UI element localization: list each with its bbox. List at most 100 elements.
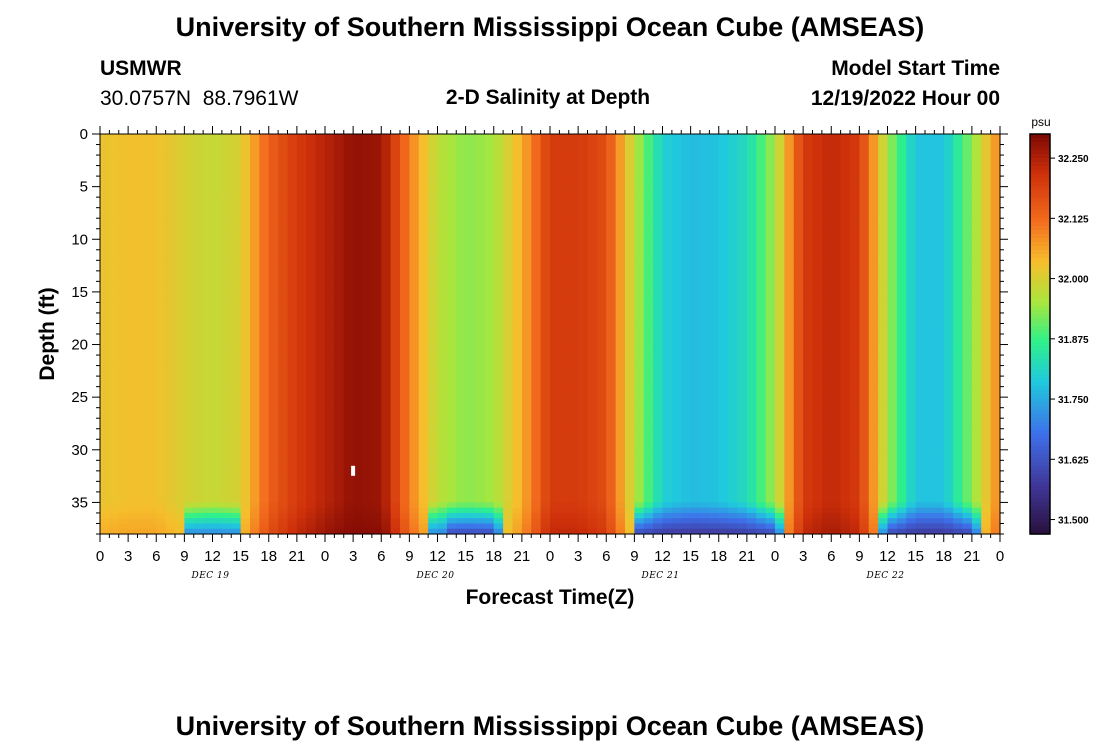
heatmap-cell	[146, 470, 157, 493]
heatmap-cell	[821, 449, 832, 472]
heatmap-cell	[728, 507, 739, 514]
heatmap-cell	[390, 518, 401, 525]
heatmap-cell	[296, 512, 307, 519]
heatmap-cell	[521, 386, 532, 409]
heatmap-cell	[568, 197, 579, 219]
heatmap-cell	[475, 518, 485, 525]
heatmap-cell	[878, 518, 889, 525]
heatmap-cell	[625, 507, 635, 514]
heatmap-cell	[287, 428, 298, 451]
heatmap-cell	[156, 512, 167, 519]
heatmap-cell	[156, 323, 167, 346]
heatmap-cell	[146, 197, 157, 219]
heatmap-cell	[934, 323, 945, 346]
heatmap-cell	[156, 155, 167, 177]
heatmap-cell	[709, 470, 720, 493]
heatmap-cell	[493, 523, 504, 530]
heatmap-cell	[746, 197, 757, 219]
heatmap-cell	[250, 470, 260, 493]
heatmap-cell	[371, 302, 382, 325]
heatmap-cell	[231, 449, 242, 472]
heatmap-cell	[475, 428, 485, 451]
heatmap-cell	[409, 365, 420, 388]
heatmap-cell	[728, 523, 739, 530]
heatmap-cell	[681, 134, 692, 156]
heatmap-cell	[371, 155, 382, 177]
heatmap-cell	[353, 449, 364, 472]
y-tick-label: 15	[71, 284, 88, 301]
heatmap-cell	[493, 518, 504, 525]
heatmap-cell	[550, 176, 560, 198]
heatmap-cell	[793, 155, 804, 177]
heatmap-cell	[137, 239, 148, 261]
heatmap-cell	[325, 407, 335, 430]
colorbar-segment	[1030, 494, 1050, 499]
heatmap-cell	[896, 134, 907, 156]
heatmap-cell	[221, 197, 232, 219]
heatmap-cell	[146, 386, 157, 409]
heatmap-cell	[859, 507, 870, 514]
heatmap-cell	[409, 260, 420, 282]
heatmap-cell	[925, 176, 935, 198]
heatmap-cell	[437, 518, 448, 525]
heatmap-cell	[484, 428, 495, 451]
heatmap-cell	[671, 239, 682, 261]
heatmap-cell	[353, 523, 364, 530]
heatmap-cell	[737, 218, 748, 240]
heatmap-cell	[100, 155, 110, 177]
colorbar-segment	[1030, 346, 1050, 351]
heatmap-cell	[531, 218, 542, 240]
heatmap-cell	[859, 239, 870, 261]
colorbar-segment	[1030, 518, 1050, 523]
colorbar-segment	[1030, 458, 1050, 463]
heatmap-cell	[962, 155, 973, 177]
heatmap-cell	[896, 386, 907, 409]
heatmap-cell	[615, 239, 626, 261]
x-tick-labels: 0 3 6 9 12 15 18 21 0 3 6 9 12 15 18 21 0 3 6 9 12 15 18 21 0 3 6 9…	[96, 548, 1004, 565]
colorbar-segment	[1030, 162, 1050, 167]
heatmap-cell	[840, 344, 851, 367]
heatmap-cell	[531, 428, 542, 451]
heatmap-cell	[193, 281, 204, 304]
heatmap-cell	[925, 523, 935, 530]
heatmap-cell	[268, 134, 279, 156]
heatmap-cell	[700, 260, 710, 282]
station-coordinates: 30.0757N 88.7961W	[100, 87, 299, 110]
heatmap-cell	[475, 260, 485, 282]
heatmap-cell	[493, 491, 504, 504]
heatmap-cell	[784, 523, 795, 530]
heatmap-cell	[493, 428, 504, 451]
heatmap-cell	[400, 502, 410, 509]
heatmap-cell	[887, 449, 898, 472]
heatmap-cell	[231, 407, 242, 430]
heatmap-cell	[859, 260, 870, 282]
heatmap-cell	[728, 428, 739, 451]
heatmap-cell	[934, 428, 945, 451]
heatmap-cell	[587, 512, 598, 519]
heatmap-cell	[934, 134, 945, 156]
heatmap-cell	[662, 365, 673, 388]
x-tick-label: 0	[96, 548, 104, 565]
heatmap-cell	[634, 507, 645, 514]
heatmap-cell	[118, 449, 129, 472]
heatmap-cell	[146, 491, 157, 504]
heatmap-cell	[943, 449, 954, 472]
heatmap-cell	[156, 407, 167, 430]
heatmap-cell	[353, 428, 364, 451]
heatmap-cell	[643, 260, 654, 282]
heatmap-cell	[193, 507, 204, 514]
heatmap-cell	[981, 344, 992, 367]
heatmap-cell	[681, 491, 692, 504]
heatmap-cell	[109, 365, 120, 388]
heatmap-cell	[493, 155, 504, 177]
data-marker	[351, 465, 356, 476]
heatmap-cell	[990, 260, 1001, 282]
heatmap-cell	[203, 449, 214, 472]
heatmap-cell	[343, 365, 354, 388]
heatmap-cell	[606, 260, 617, 282]
heatmap-cell	[184, 523, 195, 530]
heatmap-cell	[700, 470, 710, 493]
heatmap-cell	[625, 281, 635, 304]
heatmap-cell	[850, 323, 860, 346]
heatmap-cell	[578, 407, 589, 430]
